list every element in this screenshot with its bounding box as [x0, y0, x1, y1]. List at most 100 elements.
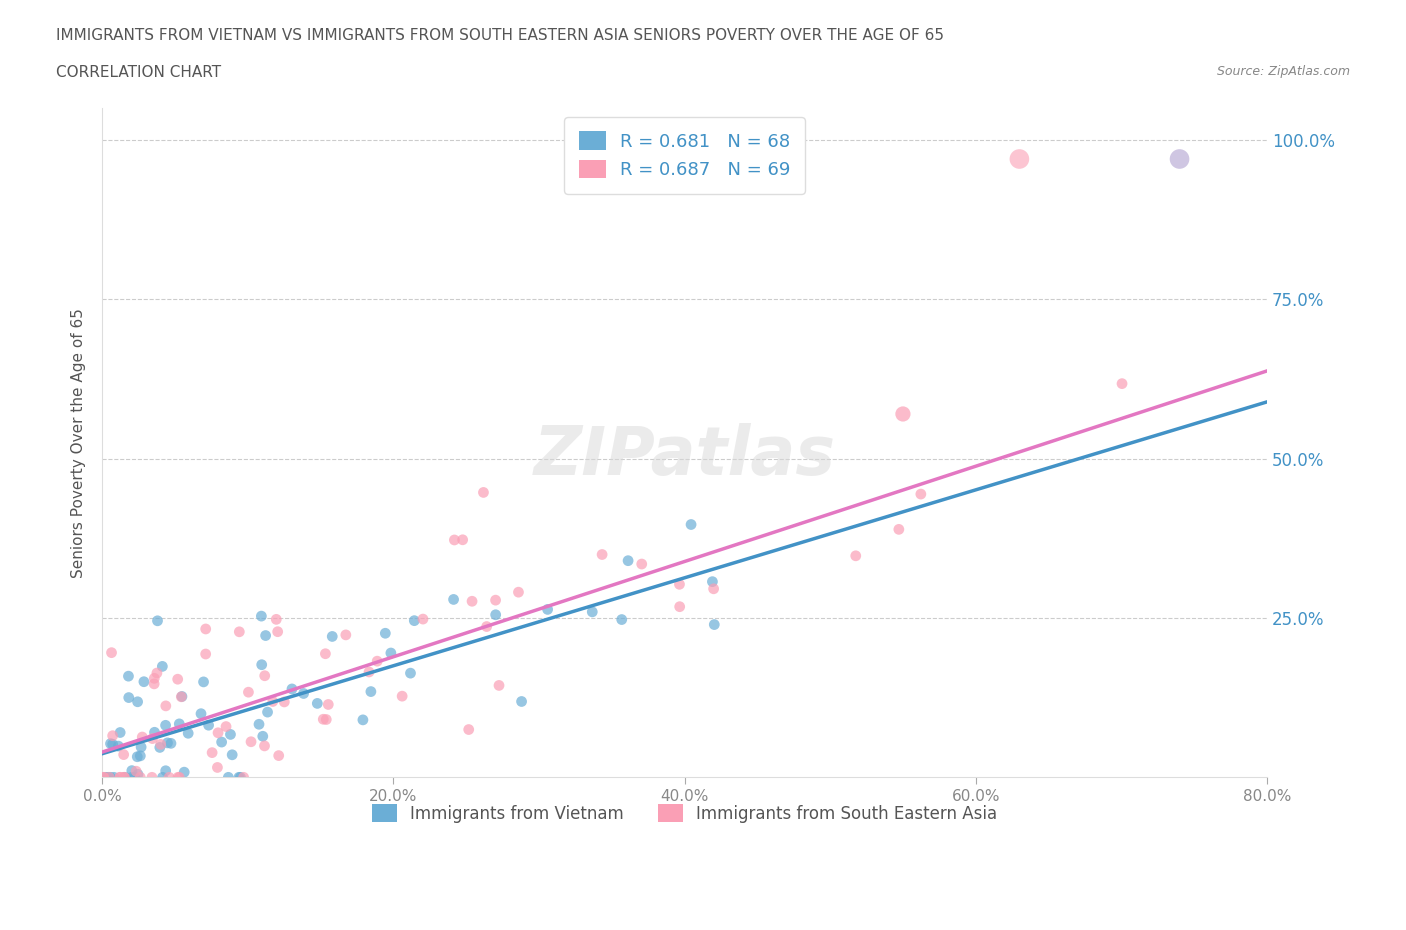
Point: [93, 770, 115, 785]
Point: [101, 737, 124, 751]
Point: [267, 748, 290, 763]
Point: [238, 684, 260, 699]
Point: [443, 592, 465, 607]
Point: [266, 624, 288, 639]
Point: [475, 619, 498, 634]
Point: [118, 690, 141, 705]
Point: [404, 613, 426, 628]
Point: [149, 737, 172, 751]
Point: [129, 770, 152, 785]
Point: [451, 532, 474, 547]
Point: [177, 725, 200, 740]
Point: [228, 770, 250, 785]
Point: [129, 749, 152, 764]
Point: [219, 727, 242, 742]
Point: [117, 669, 139, 684]
Point: [262, 694, 284, 709]
Point: [508, 585, 530, 600]
Point: [97, 770, 120, 785]
Point: [250, 658, 273, 672]
Point: [887, 522, 910, 537]
Point: [457, 722, 479, 737]
Point: [254, 628, 277, 643]
Point: [610, 612, 633, 627]
Point: [207, 760, 229, 775]
Point: [101, 728, 124, 743]
Point: [703, 581, 725, 596]
Text: CORRELATION CHART: CORRELATION CHART: [56, 65, 221, 80]
Point: [141, 770, 163, 785]
Point: [240, 735, 263, 750]
Y-axis label: Seniors Poverty Over the Age of 65: Seniors Poverty Over the Age of 65: [72, 308, 86, 578]
Point: [536, 602, 558, 617]
Point: [94, 770, 117, 785]
Point: [229, 770, 252, 785]
Point: [1168, 152, 1191, 166]
Point: [127, 750, 149, 764]
Point: [143, 671, 166, 685]
Point: [910, 486, 932, 501]
Point: [232, 770, 254, 785]
Point: [108, 770, 131, 785]
Point: [228, 624, 250, 639]
Point: [1008, 152, 1031, 166]
Point: [668, 599, 690, 614]
Point: [617, 553, 640, 568]
Point: [103, 770, 125, 785]
Point: [215, 719, 238, 734]
Point: [131, 730, 153, 745]
Point: [273, 695, 295, 710]
Point: [169, 716, 191, 731]
Point: [166, 671, 188, 686]
Point: [412, 612, 434, 627]
Point: [169, 770, 191, 785]
Point: [250, 608, 273, 623]
Point: [352, 712, 374, 727]
Point: [112, 747, 135, 762]
Point: [253, 669, 276, 684]
Point: [121, 764, 143, 778]
Point: [399, 666, 422, 681]
Point: [107, 738, 129, 753]
Point: [143, 676, 166, 691]
Point: [581, 604, 603, 619]
Point: [321, 629, 343, 644]
Point: [132, 674, 155, 689]
Point: [193, 674, 215, 689]
Point: [221, 748, 243, 763]
Point: [124, 770, 146, 785]
Point: [108, 725, 131, 740]
Point: [156, 736, 179, 751]
Point: [155, 698, 177, 713]
Point: [252, 729, 274, 744]
Point: [461, 594, 484, 609]
Point: [98, 770, 121, 785]
Point: [170, 689, 193, 704]
Point: [360, 684, 382, 699]
Point: [217, 770, 239, 785]
Point: [668, 577, 690, 591]
Point: [702, 574, 724, 589]
Point: [93, 770, 115, 785]
Legend: Immigrants from Vietnam, Immigrants from South Eastern Asia: Immigrants from Vietnam, Immigrants from…: [359, 791, 1011, 836]
Point: [891, 406, 914, 421]
Point: [149, 740, 172, 755]
Point: [335, 628, 357, 643]
Point: [127, 767, 149, 782]
Point: [194, 621, 217, 636]
Point: [591, 547, 613, 562]
Point: [266, 612, 288, 627]
Point: [100, 737, 122, 751]
Point: [125, 764, 148, 778]
Point: [98, 770, 121, 785]
Point: [357, 665, 380, 680]
Point: [247, 717, 270, 732]
Point: [316, 698, 339, 712]
Point: [1111, 377, 1133, 392]
Text: IMMIGRANTS FROM VIETNAM VS IMMIGRANTS FROM SOUTH EASTERN ASIA SENIORS POVERTY OV: IMMIGRANTS FROM VIETNAM VS IMMIGRANTS FR…: [56, 28, 945, 43]
Point: [146, 614, 169, 629]
Point: [167, 770, 190, 785]
Point: [472, 485, 495, 499]
Point: [211, 735, 233, 750]
Point: [292, 686, 315, 701]
